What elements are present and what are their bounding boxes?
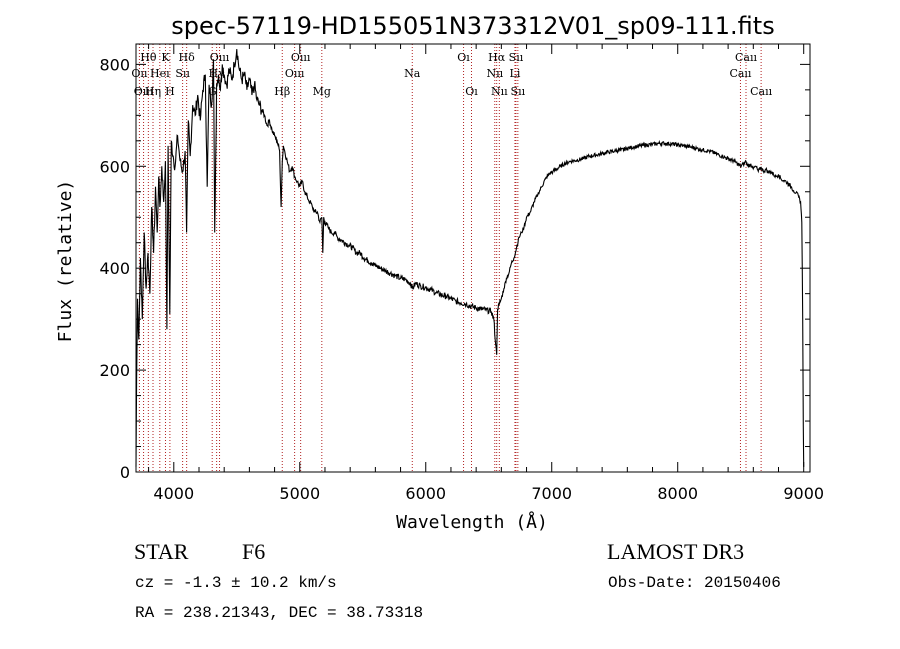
spectral-line-label: Heı [150,67,170,80]
x-tick-label: 9000 [783,484,824,503]
y-tick-label: 400 [99,259,130,278]
x-tick-label: 6000 [405,484,446,503]
spectral-line-label: Hθ [140,51,157,64]
survey-name: LAMOST DR3 [607,539,745,564]
spectral-line-label: Caıı [729,67,751,80]
spectral-line-label: Caıı [750,85,772,98]
spectral-line-label: Hη [145,85,161,98]
spectral-line-label: Hα [488,51,506,64]
spectral-line-label: Caıı [735,51,757,64]
x-tick-label: 4000 [153,484,194,503]
coordinates: RA = 238.21343, DEC = 38.73318 [135,604,424,622]
spectral-line-label: Sıı [509,51,524,64]
x-tick-label: 7000 [531,484,572,503]
spectral-line-label: Nıı [491,85,508,98]
spectral-line-label: Oııı [210,51,230,64]
y-tick-label: 0 [120,463,130,482]
chart-title: spec-57119-HD155051N373312V01_sp09-111.f… [171,12,774,40]
spectral-line-label: Sıı [175,67,190,80]
object-class: STAR [134,539,189,564]
axis-tick-labels: 4000 5000 6000 7000 8000 9000 0 200 400 600 800 [99,55,824,503]
spectral-line-markers [138,44,762,472]
flux-series-line [135,49,805,467]
spectral-line-label: H [165,85,175,98]
spectral-line-label: Sıı [511,85,526,98]
x-tick-label: 5000 [279,484,320,503]
spectral-line-label: Mg [313,85,331,98]
x-axis-label: Wavelength (Å) [396,511,548,533]
spectral-line-label: K [161,51,170,64]
spectral-line-label: Nıı [486,67,503,80]
y-tick-label: 600 [99,157,130,176]
x-tick-label: 8000 [657,484,698,503]
spectral-line-label: Oııı [134,85,154,98]
spectral-line-label: Hδ [179,51,196,64]
redshift-readout: cz = -1.3 ± 10.2 km/s [135,574,337,592]
spectral-line-label: Hβ [274,85,290,98]
obs-date: Obs-Date: 20150406 [608,574,781,592]
y-axis-label: Flux (relative) [55,180,76,343]
plot-frame [135,43,811,473]
spectral-line-label: Li [510,67,521,80]
spectral-line-label: Oı [457,51,470,64]
spectral-line-label: G [208,85,217,98]
spectral-line-label: Oı [465,85,478,98]
spectral-line-label: Oııı [285,67,305,80]
spectral-line-label: Hγ [209,67,226,80]
spectral-line-label: Na [404,67,421,80]
axis-ticks [136,44,810,473]
y-tick-label: 800 [99,55,130,74]
spectral-line-label: Oııı [291,51,311,64]
y-tick-label: 200 [99,361,130,380]
spectral-line-label: Oıı [131,67,148,80]
object-subclass: F6 [242,539,266,564]
